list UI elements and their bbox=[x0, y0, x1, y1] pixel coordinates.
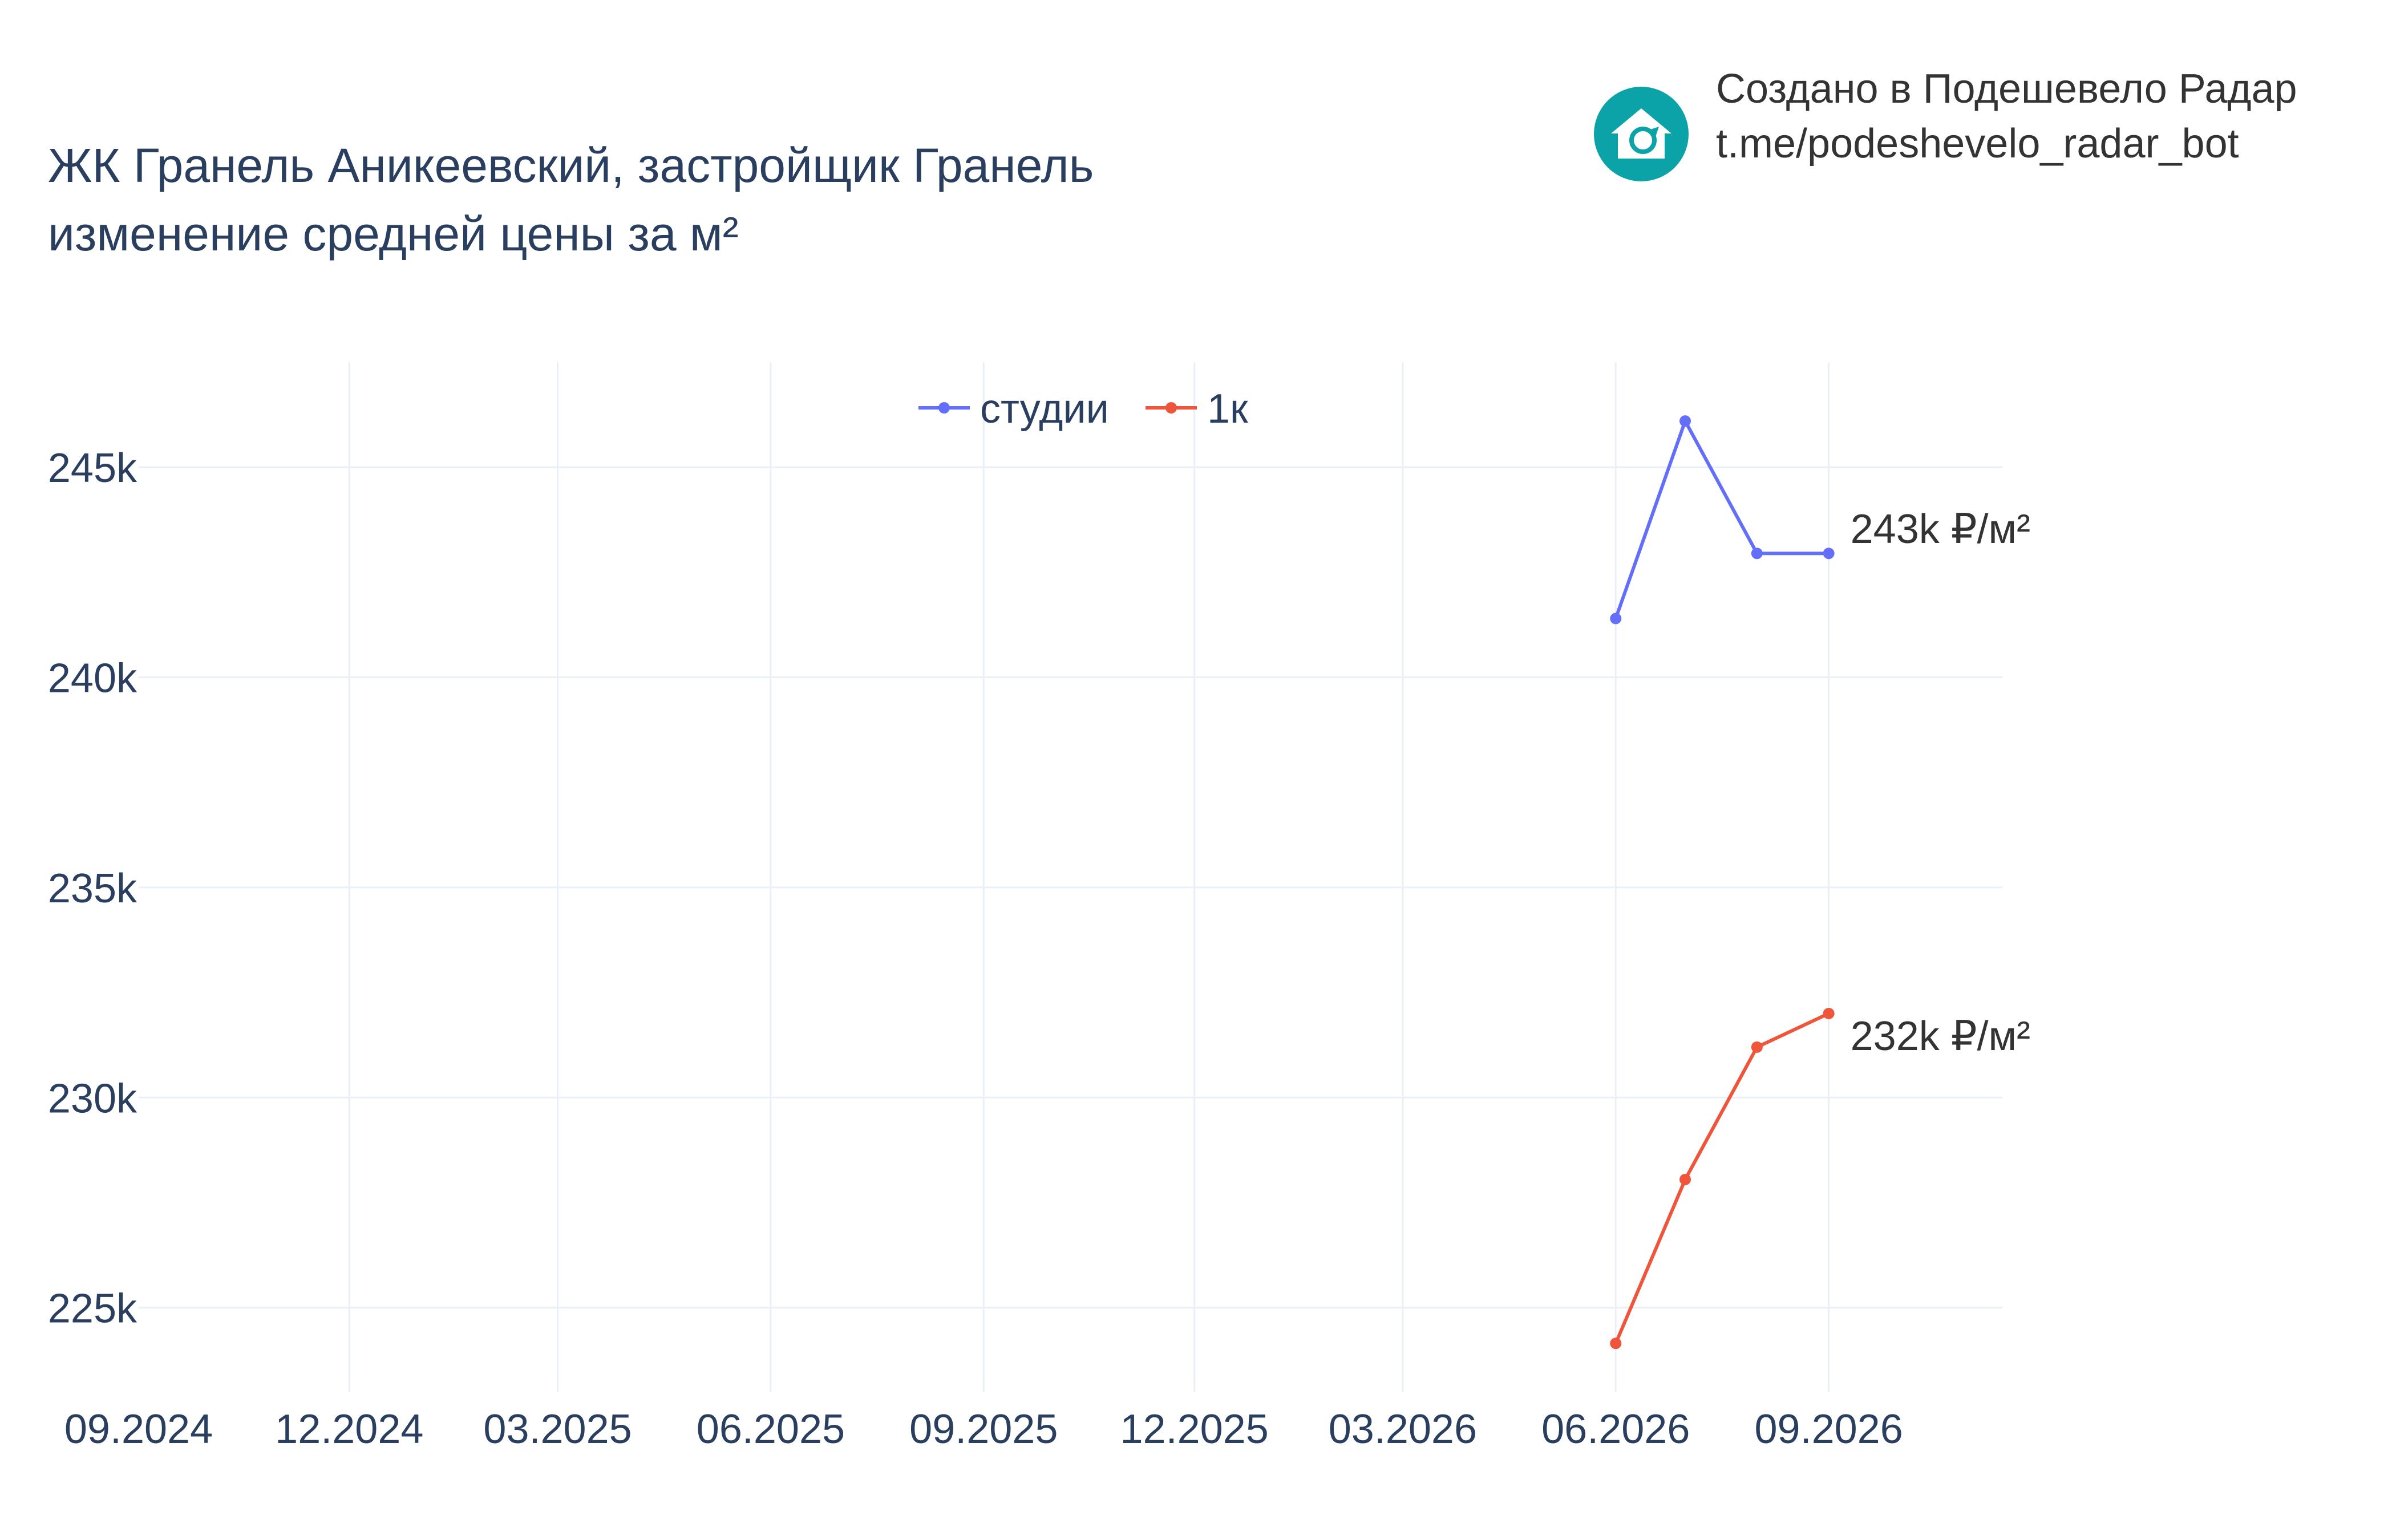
branding-line-1: Создано в Подешевело Радар bbox=[1716, 66, 2297, 112]
series-line-1 bbox=[1614, 419, 1829, 619]
y-tick-label: 245k bbox=[48, 445, 137, 491]
title-line-1: ЖК Гранель Аникеевский, застройщик Гране… bbox=[48, 139, 1094, 192]
x-tick-label: 03.2025 bbox=[483, 1407, 632, 1452]
x-tick-label: 09.2025 bbox=[909, 1407, 1058, 1452]
y-tick-label: 240k bbox=[48, 656, 137, 702]
branding-text: Создано в Подешевело Радар t.me/podeshev… bbox=[1716, 62, 2297, 171]
legend-label: студии bbox=[980, 386, 1109, 432]
data-point bbox=[1823, 548, 1835, 560]
branding-line-2: t.me/podeshevelo_radar_bot bbox=[1716, 121, 2239, 167]
x-tick-label: 09.2024 bbox=[64, 1407, 213, 1452]
data-point bbox=[1610, 1338, 1622, 1349]
data-point bbox=[1823, 1007, 1835, 1019]
y-tick-label: 235k bbox=[48, 866, 137, 911]
y-tick-label: 230k bbox=[48, 1076, 137, 1121]
end-value-label: 232k ₽/м² bbox=[1851, 1014, 2030, 1059]
legend-label: 1к bbox=[1207, 386, 1248, 432]
x-tick-label: 09.2026 bbox=[1754, 1407, 1903, 1452]
x-tick-label: 12.2024 bbox=[275, 1407, 423, 1452]
data-point bbox=[1751, 1041, 1763, 1053]
data-point bbox=[1679, 1173, 1691, 1185]
x-tick-label: 06.2026 bbox=[1541, 1407, 1690, 1452]
x-tick-label: 03.2026 bbox=[1329, 1407, 1477, 1452]
data-point bbox=[1679, 415, 1691, 427]
legend-marker bbox=[1165, 402, 1177, 414]
house-arrow-icon bbox=[1594, 87, 1689, 181]
chart-title: ЖК Гранель Аникеевский, застройщик Гране… bbox=[48, 131, 1417, 268]
x-tick-label: 12.2025 bbox=[1120, 1407, 1268, 1452]
legend-marker bbox=[938, 402, 950, 414]
x-tick-label: 06.2025 bbox=[697, 1407, 845, 1452]
data-point bbox=[1751, 548, 1763, 560]
series-line-2 bbox=[1614, 1012, 1830, 1344]
end-value-label: 243k ₽/м² bbox=[1851, 506, 2030, 552]
title-line-2: изменение средней цены за м² bbox=[48, 207, 739, 261]
y-tick-label: 225k bbox=[48, 1286, 137, 1332]
data-point bbox=[1610, 613, 1622, 625]
